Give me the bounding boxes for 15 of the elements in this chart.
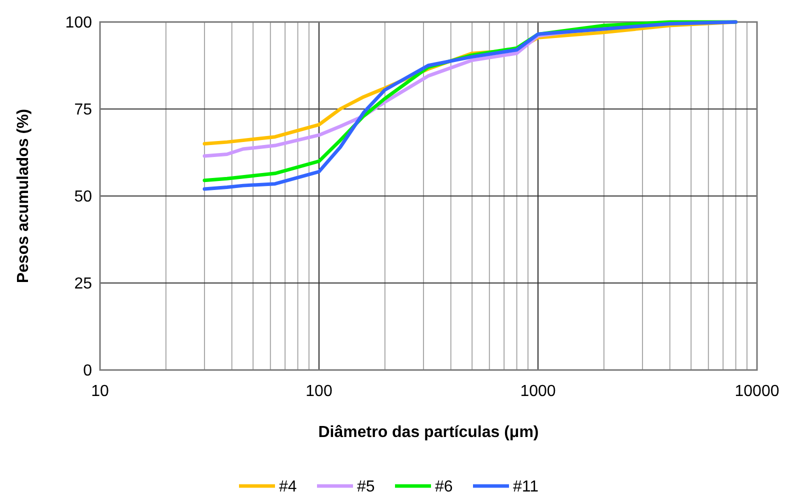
legend-label: #11 — [513, 478, 539, 496]
legend-label: #6 — [435, 478, 453, 496]
x-tick-label: 100 — [306, 383, 332, 400]
y-tick-label: 50 — [74, 188, 92, 206]
x-tick-label: 10000 — [734, 383, 780, 400]
y-tick-label: 0 — [83, 362, 92, 380]
legend-label: #5 — [357, 478, 375, 496]
x-tick-label: 1000 — [520, 383, 556, 400]
y-tick-label: 25 — [74, 276, 92, 293]
x-axis-title: Diâmetro das partículas (μm) — [318, 424, 539, 441]
x-tick-label: 10 — [91, 383, 109, 400]
y-axis-title: Pesos acumulados (%) — [15, 108, 32, 284]
legend-label: #4 — [279, 478, 297, 496]
y-tick-label: 100 — [65, 14, 92, 32]
y-tick-label: 75 — [74, 102, 92, 119]
